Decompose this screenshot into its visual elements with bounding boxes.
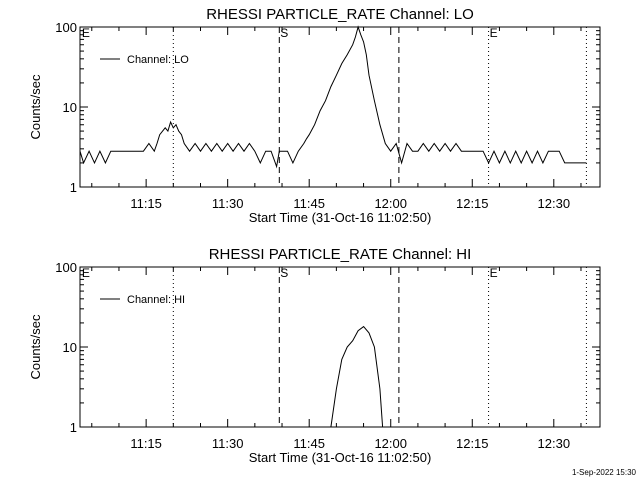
x-axis-label: Start Time (31-Oct-16 11:02:50) xyxy=(249,450,432,465)
y-tick-label: 100 xyxy=(55,20,77,35)
x-tick-label: 12:30 xyxy=(538,436,571,451)
x-axis-label: Start Time (31-Oct-16 11:02:50) xyxy=(249,210,432,225)
chart-title: RHESSI PARTICLE_RATE Channel: HI xyxy=(209,246,472,263)
x-tick-label: 12:15 xyxy=(456,196,489,211)
y-tick-label: 1 xyxy=(70,420,77,435)
x-tick-label: 11:15 xyxy=(130,436,162,451)
series-line-channel-lo xyxy=(79,25,587,169)
x-tick-label: 11:30 xyxy=(212,196,244,211)
plot-frame xyxy=(79,266,601,428)
marker-label: S xyxy=(280,26,288,40)
plot-frame xyxy=(79,26,601,188)
legend-entry: Channel: LO xyxy=(127,54,189,66)
y-tick-label: 10 xyxy=(63,340,77,355)
series-line-channel-hi xyxy=(330,325,384,428)
y-axis-label: Counts/sec xyxy=(28,74,43,140)
x-tick-label: 12:00 xyxy=(374,196,407,211)
x-tick-label: 11:30 xyxy=(212,436,244,451)
x-tick-label: 11:45 xyxy=(293,196,325,211)
legend-entry: Channel: HI xyxy=(127,294,185,306)
marker-label: E xyxy=(82,26,90,40)
x-tick-label: 11:45 xyxy=(293,436,325,451)
x-tick-label: 12:00 xyxy=(374,436,407,451)
x-tick-label: 12:15 xyxy=(456,436,489,451)
chart-title: RHESSI PARTICLE_RATE Channel: LO xyxy=(206,6,474,23)
y-tick-label: 10 xyxy=(63,100,77,115)
footer-timestamp: 1-Sep-2022 15:30 xyxy=(572,468,637,477)
y-tick-label: 1 xyxy=(70,180,77,195)
marker-label: E xyxy=(490,266,498,280)
marker-label: S xyxy=(280,266,288,280)
y-axis-label: Counts/sec xyxy=(28,314,43,380)
x-tick-label: 12:30 xyxy=(538,196,571,211)
y-tick-label: 100 xyxy=(55,260,77,275)
x-tick-label: 11:15 xyxy=(130,196,162,211)
chart-panel-2: RHESSI PARTICLE_RATE Channel: HI 1 10 100 Co… xyxy=(28,246,601,465)
marker-label: E xyxy=(82,266,90,280)
marker-label: E xyxy=(490,26,498,40)
chart-panel-1: RHESSI PARTICLE_RATE Channel: LO 1 10 100 Co… xyxy=(28,6,601,225)
